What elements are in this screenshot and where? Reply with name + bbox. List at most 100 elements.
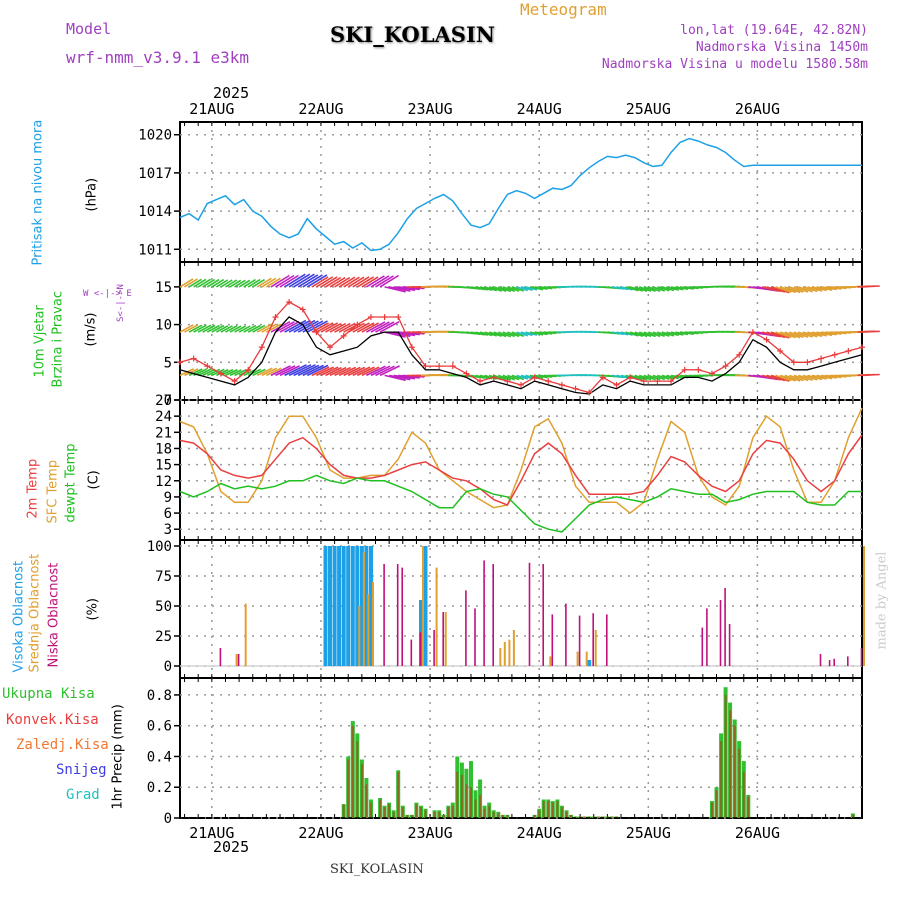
wind-barb xyxy=(493,374,507,381)
wind-barb xyxy=(666,374,679,380)
precip-conv-bar xyxy=(538,810,541,818)
wind-barb xyxy=(488,331,502,338)
wind-barb xyxy=(525,286,538,291)
wind-barb xyxy=(525,331,538,336)
cloud-high-bar xyxy=(355,546,360,666)
cloud-mid-bar xyxy=(435,567,438,666)
bottom-day-label: 22AUG xyxy=(298,824,343,842)
cloud-low-bar xyxy=(819,654,822,666)
wind-barb xyxy=(188,278,202,288)
wind-compass-sn: S<-|->N xyxy=(116,284,126,322)
wind-barb xyxy=(802,374,818,381)
wind-barb xyxy=(184,278,198,288)
wind-barb xyxy=(334,366,351,377)
cloud-low-bar xyxy=(833,658,835,666)
wind-barb xyxy=(266,367,282,377)
cloud-low-bar xyxy=(433,630,435,666)
wind-barb xyxy=(370,365,391,377)
wind-barb xyxy=(507,286,520,292)
wind-barb xyxy=(516,286,529,292)
precip-conv-bar xyxy=(438,811,441,818)
precip-conv-bar xyxy=(379,799,382,818)
cloud-mid-bar xyxy=(585,651,588,666)
wind-barb xyxy=(302,274,323,288)
precip-conv-bar xyxy=(583,816,586,818)
top-day-label: 26AUG xyxy=(735,100,780,118)
wind-barb xyxy=(352,276,370,288)
wind-barb xyxy=(643,286,656,292)
precip-conv-bar xyxy=(456,771,459,818)
wind-barb xyxy=(211,278,225,288)
wind-barb xyxy=(225,279,238,288)
wind-barb xyxy=(366,365,386,377)
top-day-label: 25AUG xyxy=(626,100,671,118)
wind-barb xyxy=(234,279,246,288)
precip-conv-bar xyxy=(460,774,463,818)
wind-barb xyxy=(338,322,356,333)
cloud-high-bar xyxy=(337,546,342,666)
wind-barb xyxy=(516,374,529,380)
precip-legend-conv: Konvek.Kisa xyxy=(6,712,99,728)
precip-conv-bar xyxy=(415,804,418,818)
wind-barb xyxy=(820,331,837,336)
model-name: wrf-nmm_v3.9.1 e3km xyxy=(66,48,250,67)
cloud-tick-label: 50 xyxy=(155,599,172,615)
wind-barb xyxy=(365,275,385,288)
year-bottom: 2025 xyxy=(213,838,250,856)
precip-conv-bar xyxy=(492,811,495,818)
wind-barb xyxy=(784,374,801,382)
wind-barb xyxy=(288,364,312,377)
wind-barb xyxy=(507,374,520,381)
precip-conv-bar xyxy=(556,801,559,818)
cloud-low-bar xyxy=(728,624,731,666)
bottom-day-label: 26AUG xyxy=(735,824,780,842)
precip-legend-total: Ukupna Kisa xyxy=(2,686,95,702)
wind-barb xyxy=(329,366,347,377)
top-day-label: 22AUG xyxy=(298,100,343,118)
cloud-unit: (%) xyxy=(85,598,101,621)
wind-barb xyxy=(279,365,300,377)
wind-barb xyxy=(356,366,375,377)
wind-barb xyxy=(243,324,257,333)
wind-barb xyxy=(384,286,406,293)
wind-barb xyxy=(638,286,652,292)
wind-barb xyxy=(652,286,665,292)
wind-barb xyxy=(366,321,386,333)
pressure-line xyxy=(179,137,862,252)
wind-barb xyxy=(202,278,216,288)
precip-frame xyxy=(179,677,863,819)
cloud-low-bar xyxy=(442,612,444,666)
precip-conv-bar xyxy=(447,807,450,818)
pressure-unit: (hPa) xyxy=(84,177,100,212)
pressure-tick-label: 1017 xyxy=(138,166,172,182)
cloud-mid-bar xyxy=(367,594,370,666)
wind-barb xyxy=(370,275,390,288)
wind-barb xyxy=(625,286,639,292)
precip-conv-bar xyxy=(729,710,732,818)
wind-barb xyxy=(343,366,361,377)
wind-barb xyxy=(507,331,520,338)
wind-tick-label: 10 xyxy=(155,318,172,334)
wind-barb xyxy=(261,367,278,377)
wind-barb xyxy=(520,374,533,380)
wind-barb xyxy=(529,374,544,379)
wind-barb xyxy=(252,278,266,288)
wind-barb xyxy=(206,368,221,377)
precip-conv-bar xyxy=(711,802,713,818)
precip-conv-bar xyxy=(424,810,427,818)
wind-barb xyxy=(293,273,315,288)
precip-conv-bar xyxy=(410,814,413,818)
cloud-mid-bar xyxy=(235,654,238,666)
cloud-tick-label: 0 xyxy=(164,659,172,675)
wind-barb xyxy=(316,322,334,333)
wind-barb xyxy=(297,320,319,333)
wind-barb xyxy=(261,323,277,333)
wind-barb xyxy=(229,279,242,288)
wind-barb xyxy=(798,374,813,381)
wind-barb xyxy=(275,274,295,288)
wind-barb xyxy=(302,364,324,377)
wind-barb xyxy=(197,278,212,288)
wind-barb xyxy=(275,320,295,333)
dewpt-temp-line xyxy=(179,474,862,533)
